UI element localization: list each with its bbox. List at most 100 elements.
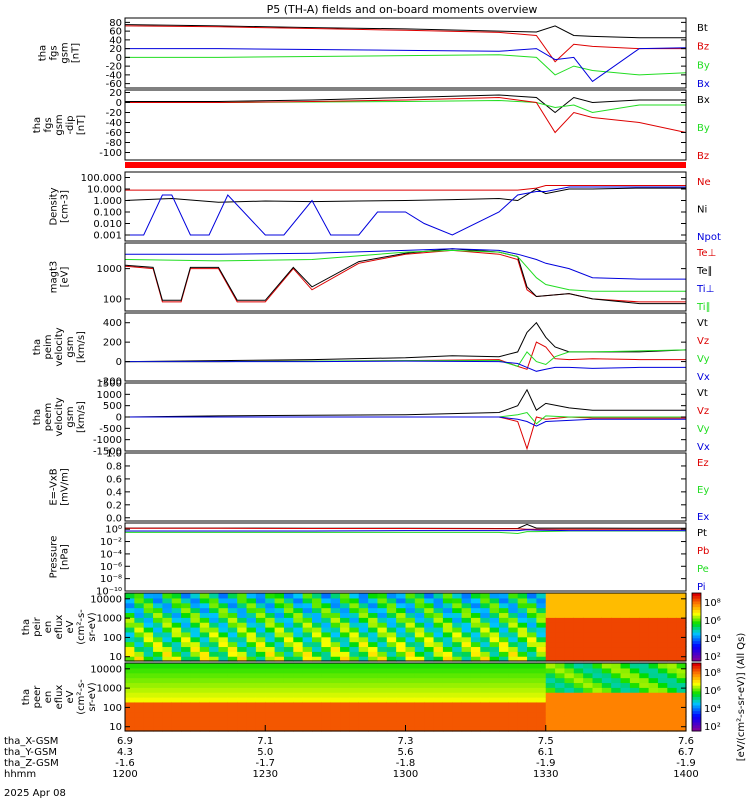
heatmap-cell — [209, 711, 220, 718]
heatmap-cell — [302, 593, 313, 599]
heatmap-cell — [620, 677, 631, 684]
heatmap-cell — [181, 622, 192, 628]
heatmap-cell — [386, 726, 397, 732]
heatmap-cell — [545, 687, 556, 693]
heatmap-cell — [657, 667, 668, 674]
heatmap-cell — [209, 651, 220, 657]
heatmap-cell — [657, 716, 668, 722]
heatmap-cell — [461, 721, 472, 727]
legend-Vx: Vx — [697, 442, 710, 453]
x-tick-label: -1.6 — [115, 758, 135, 769]
heatmap-cell — [302, 646, 313, 652]
heatmap-cell — [536, 706, 547, 713]
heatmap-cell — [330, 627, 341, 633]
x-tick-label: 5.6 — [398, 747, 414, 758]
heatmap-cell — [592, 641, 603, 648]
heatmap-cell — [592, 627, 603, 633]
heatmap-cell — [648, 627, 659, 633]
heatmap-cell — [555, 697, 566, 703]
heatmap-cell — [134, 602, 145, 609]
colorbar-cell — [692, 682, 701, 687]
heatmap-cell — [639, 597, 650, 604]
heatmap-cell — [414, 656, 425, 662]
heatmap-cell — [377, 672, 388, 679]
heatmap-cell — [433, 721, 444, 727]
heatmap-cell — [396, 641, 407, 648]
heatmap-cell — [508, 597, 519, 604]
heatmap-cell — [639, 677, 650, 684]
heatmap-cell — [330, 656, 341, 662]
figure-title: P5 (TH-A) fields and on-board moments ov… — [267, 3, 538, 16]
heatmap-cell — [227, 656, 238, 662]
heatmap-cell — [424, 687, 435, 693]
heatmap-cell — [639, 641, 650, 648]
heatmap-cell — [162, 726, 173, 732]
heatmap-cell — [368, 593, 379, 599]
heatmap-cell — [573, 721, 584, 727]
heatmap-cell — [199, 692, 210, 698]
heatmap-cell — [452, 667, 463, 674]
heatmap-cell — [377, 716, 388, 722]
heatmap-cell — [629, 716, 640, 722]
heatmap-cell — [153, 663, 163, 669]
heatmap-cell — [190, 651, 201, 657]
y-tick-label: 1000 — [97, 390, 122, 401]
heatmap-cell — [162, 627, 173, 633]
heatmap-cell — [368, 677, 379, 684]
heatmap-cell — [564, 597, 575, 604]
heatmap-cell — [611, 667, 622, 674]
heatmap-cell — [405, 627, 416, 633]
heatmap-cell — [274, 607, 285, 614]
heatmap-cell — [583, 711, 594, 718]
heatmap-cell — [312, 656, 322, 662]
heatmap-cell — [639, 612, 650, 618]
heatmap-cell — [340, 663, 350, 669]
heatmap-cell — [620, 627, 631, 633]
heatmap-cell — [536, 687, 547, 693]
heatmap-cell — [125, 697, 135, 703]
heatmap-cell — [330, 617, 341, 623]
x-row-label: hhmm — [4, 769, 36, 780]
heatmap-cell — [246, 602, 257, 609]
heatmap-cell — [508, 636, 519, 643]
heatmap-cell — [545, 593, 556, 599]
heatmap-cell — [442, 641, 453, 648]
heatmap-cell — [321, 646, 332, 652]
heatmap-cell — [162, 716, 173, 722]
heatmap-cell — [573, 697, 584, 703]
heatmap-cell — [143, 667, 154, 674]
heatmap-cell — [199, 646, 210, 652]
heatmap-cell — [227, 663, 238, 669]
heatmap-cell — [517, 597, 528, 604]
heatmap-cell — [340, 593, 350, 599]
heatmap-cell — [433, 646, 444, 652]
heatmap-cell — [330, 607, 341, 614]
heatmap-cell — [396, 636, 407, 643]
heatmap-cell — [452, 607, 463, 614]
heatmap-cell — [209, 622, 220, 628]
heatmap-cell — [302, 711, 313, 718]
y-tick-label: -20 — [106, 108, 122, 119]
heatmap-cell — [227, 597, 238, 604]
heatmap-cell — [134, 663, 145, 669]
heatmap-cell — [134, 612, 145, 618]
heatmap-cell — [545, 651, 556, 657]
heatmap-cell — [480, 656, 491, 662]
heatmap-cell — [489, 706, 500, 713]
heatmap-cell — [283, 627, 294, 633]
heatmap-cell — [386, 641, 397, 648]
heatmap-cell — [424, 672, 435, 679]
heatmap-cell — [433, 711, 444, 718]
heatmap-cell — [573, 656, 584, 662]
heatmap-cell — [470, 716, 481, 722]
y-tick-label: 100 — [103, 703, 122, 714]
heatmap-cell — [218, 706, 229, 713]
heatmap-cell — [255, 593, 266, 599]
heatmap-cell — [340, 677, 350, 684]
heatmap-cell — [274, 627, 285, 633]
heatmap-cell — [227, 701, 238, 708]
heatmap-cell — [153, 672, 163, 679]
heatmap-cell — [620, 697, 631, 703]
